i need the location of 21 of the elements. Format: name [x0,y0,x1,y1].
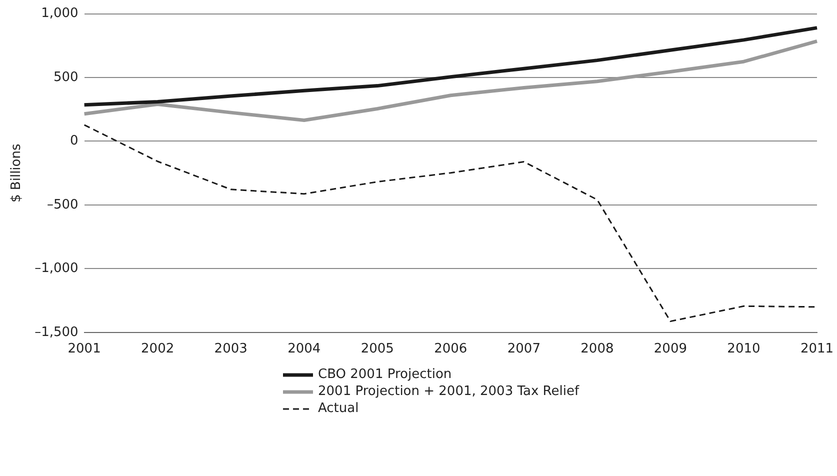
x-tick-label: 2002 [141,342,174,357]
y-axis-title: $ Billions [9,144,24,202]
legend-label: 2001 Projection + 2001, 2003 Tax Relief [318,384,580,399]
x-tick-label: 2004 [288,342,321,357]
x-tick-label: 2006 [434,342,468,357]
legend-label: Actual [318,401,359,416]
x-tick-label: 2009 [654,342,688,357]
y-tick-label: –1,500 [34,324,78,340]
x-tick-label: 2007 [507,342,540,357]
x-tick-label: 2001 [68,342,101,357]
x-tick-label: 2010 [727,342,760,357]
y-tick-label: 1,000 [41,6,78,22]
x-tick-label: 2005 [360,342,394,357]
y-tick-label: 0 [70,134,78,149]
legend-label: CBO 2001 Projection [318,367,452,382]
x-tick-label: 2008 [580,342,614,357]
y-tick-label: –500 [46,197,78,212]
x-tick-label: 2011 [800,342,834,357]
y-tick-label: –1,000 [34,261,78,276]
y-tick-label: 500 [53,70,78,85]
x-tick-label: 2003 [214,342,248,357]
